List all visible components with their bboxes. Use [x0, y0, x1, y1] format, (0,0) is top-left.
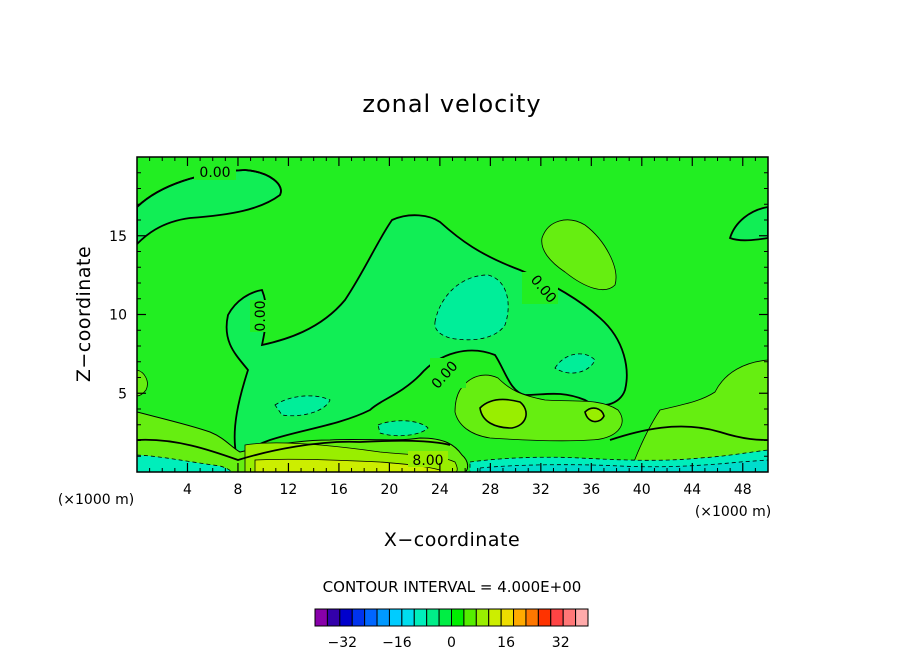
colorbar-swatch: [401, 608, 415, 627]
contour-label-box: [194, 164, 236, 180]
colorbar-swatch: [364, 608, 378, 627]
y-tick-label: 15: [109, 229, 127, 245]
colorbar-swatch: [537, 608, 552, 627]
x-tick-label: 20: [380, 482, 398, 498]
zero-contour-right: [609, 425, 768, 441]
x-tick-label: 48: [734, 482, 752, 498]
x-tick-label: 24: [431, 482, 449, 498]
colorbar-tick-label: 16: [497, 635, 515, 651]
region-positive-middle-spot: [584, 407, 605, 423]
contour-label: 0.00: [250, 300, 280, 332]
contour-label-text: 0.00: [253, 300, 269, 331]
contour-label-box: [408, 451, 448, 467]
colorbar-swatch: [575, 608, 589, 627]
contour-label-text: 8.00: [412, 453, 443, 469]
contour-interval: CONTOUR INTERVAL = 4.000E+00: [323, 578, 582, 596]
colorbar-swatch: [500, 608, 515, 627]
colorbar-tick-label: −32: [328, 635, 358, 651]
colorbar-tick-label: 0: [447, 635, 456, 651]
x-tick-label: 36: [582, 482, 600, 498]
zero-contour-top: [137, 169, 282, 208]
colorbar-swatch: [351, 608, 366, 627]
colorbar: [314, 608, 589, 627]
colorbar-swatch: [475, 608, 490, 627]
contour-label-text: 0.00: [199, 165, 230, 181]
contour-label: 0.00: [194, 164, 236, 181]
colorbar-swatch: [339, 608, 353, 627]
colorbar-tick-label: −16: [382, 635, 412, 651]
colorbar-swatch: [376, 608, 390, 627]
colorbar-swatch: [426, 608, 440, 627]
contour-field: [137, 157, 768, 472]
contour-label-box: [430, 358, 466, 388]
x-ticks: 4 8 12 16 20 24 28 32 36 40 44 48: [149, 157, 756, 498]
region-negative-central-core: [434, 274, 509, 341]
x-tick-label: 44: [683, 482, 701, 498]
contour-label: 8.00: [408, 451, 448, 469]
region-positive-middle-core: [479, 398, 527, 429]
colorbar-swatch: [562, 608, 577, 627]
contour-label-box: [522, 272, 558, 304]
x-axis-label: X−coordinate: [384, 529, 520, 551]
colorbar-swatch: [388, 608, 403, 627]
x-tick-label: 4: [183, 482, 192, 498]
y-unit-label: (×1000 m): [58, 492, 134, 508]
colorbar-swatch: [326, 608, 341, 627]
contour-label: 0.00: [522, 272, 559, 307]
contour-label-box: [250, 300, 280, 332]
chart-title: zonal velocity: [362, 90, 541, 118]
x-tick-label: 8: [233, 482, 242, 498]
colorbar-swatch: [413, 608, 428, 627]
colorbar-ticks: −32 −16 0 16 32: [328, 635, 570, 651]
colorbar-swatch: [550, 608, 564, 627]
colorbar-swatch: [525, 608, 539, 627]
colorbar-swatch: [513, 608, 527, 627]
contour-labels: 0.00 0.00 0.00 0.00 8.00: [194, 164, 559, 469]
y-ticks: 5 10 15: [109, 172, 768, 457]
x-tick-label: 28: [481, 482, 499, 498]
region-positive-top-right: [541, 219, 617, 290]
region-negative-spot-2: [274, 395, 331, 417]
colorbar-swatch: [488, 608, 502, 627]
region-negative-top-right: [728, 206, 768, 242]
y-axis-label: Z−coordinate: [73, 246, 95, 382]
region-negative-spot-1: [554, 353, 596, 374]
x-unit-label: (×1000 m): [695, 504, 771, 520]
contour-label: 0.00: [429, 358, 466, 392]
colorbar-swatch: [314, 608, 328, 627]
region-negative-bottom-left: [137, 454, 233, 472]
x-tick-label: 32: [532, 482, 550, 498]
colorbar-swatch: [463, 608, 477, 627]
x-tick-label: 16: [330, 482, 348, 498]
zero-contour-bottom: [137, 438, 451, 461]
colorbar-tick-label: 32: [552, 635, 570, 651]
y-tick-label: 10: [109, 308, 127, 324]
region-positive-right: [629, 359, 768, 472]
x-tick-label: 12: [280, 482, 298, 498]
x-tick-label: 40: [633, 482, 651, 498]
y-tick-label: 5: [118, 386, 127, 402]
colorbar-swatch: [451, 608, 465, 627]
region-positive-left-edge: [137, 369, 148, 397]
colorbar-swatch: [438, 608, 453, 627]
region-negative-spot-3: [377, 420, 429, 437]
region-negative-bottom-right-core: [479, 459, 768, 472]
